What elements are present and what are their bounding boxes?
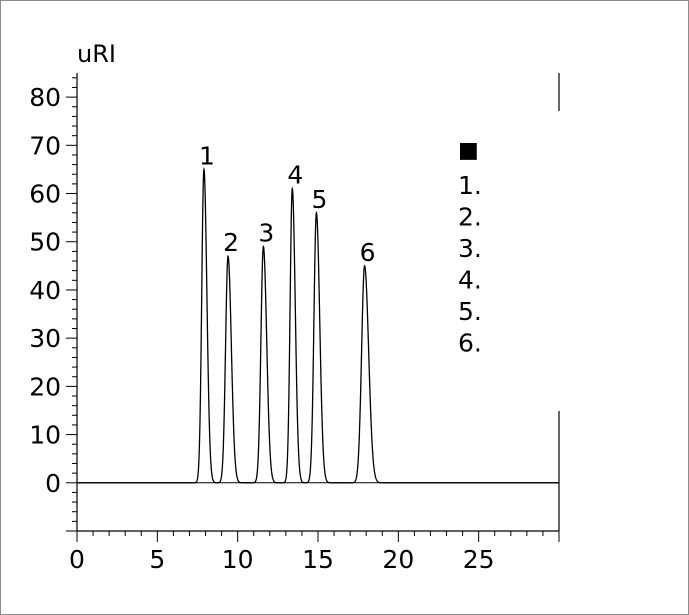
- peak-labels: 1 2 345 6: [199, 141, 376, 266]
- x-tick-label: 15: [302, 545, 334, 574]
- x-tick-label: 20: [382, 545, 414, 574]
- x-tick-label: 10: [222, 545, 254, 574]
- y-tick-label: 70: [29, 131, 61, 160]
- legend-entry: 1.: [458, 171, 482, 200]
- y-tick-label: 30: [29, 324, 61, 353]
- chromatogram-trace: [77, 166, 559, 484]
- peak-label-2: 2: [223, 228, 239, 257]
- y-tick-label: 80: [29, 83, 61, 112]
- peak-label-5: 5: [311, 185, 327, 214]
- y-tick-label: 20: [29, 372, 61, 401]
- y-axis-label: uRI: [77, 40, 116, 68]
- y-tick-label: 10: [29, 421, 61, 450]
- x-tick-label: 0: [69, 545, 85, 574]
- peak-label-3: 3: [258, 219, 274, 248]
- peak-label-6: 6: [360, 238, 376, 267]
- peak-label-4: 4: [287, 161, 303, 190]
- legend-entry: 5.: [458, 297, 482, 326]
- legend-marker: ■: [458, 138, 479, 163]
- y-tick-label: 60: [29, 180, 61, 209]
- legend: ■ 1. 2.3. 4.5. 6.: [458, 138, 482, 358]
- legend-entry: 6.: [458, 329, 482, 358]
- y-tick-label: 40: [29, 276, 61, 305]
- x-tick-label: 5: [149, 545, 165, 574]
- x-ticks: 0 5 10 15 20 25: [69, 531, 560, 574]
- x-tick-label: 25: [463, 545, 495, 574]
- y-tick-label: 0: [45, 469, 61, 498]
- y-ticks: 0 10 20 30 40 50 60 70 80: [29, 77, 77, 532]
- y-tick-label: 50: [29, 228, 61, 257]
- legend-entry: 3.: [458, 234, 482, 263]
- legend-entry: 2.: [458, 203, 482, 232]
- legend-entry: 4.: [458, 266, 482, 295]
- peak-label-1: 1: [199, 141, 215, 170]
